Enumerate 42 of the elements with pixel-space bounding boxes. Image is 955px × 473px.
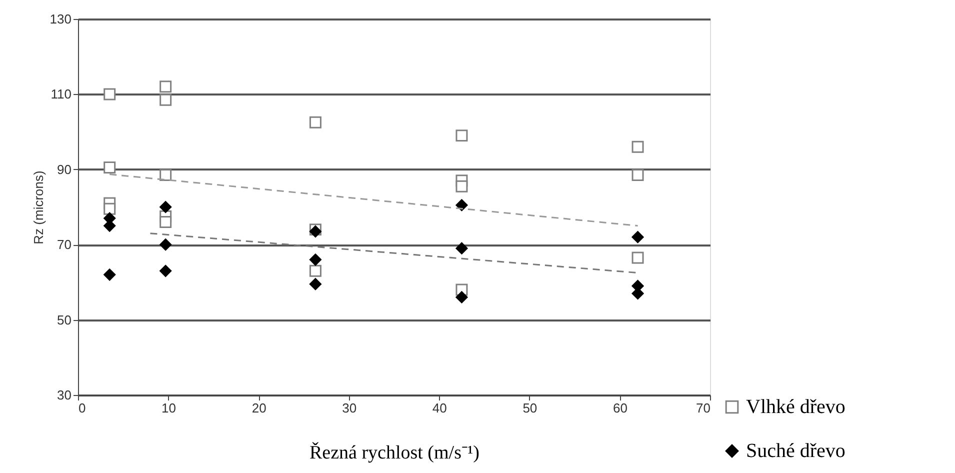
x-tick-label: 10 [162,400,176,416]
point [104,162,116,174]
point [456,199,468,212]
point [104,268,116,281]
point [160,216,172,228]
point [456,242,468,254]
point [632,140,644,153]
point [160,201,172,213]
x-tick-label: 70 [696,400,710,416]
point [309,254,322,266]
y-axis-title: Rz (microns) [30,170,46,244]
y-tick-label: 70 [57,237,72,252]
y-tick-label: 110 [50,86,72,102]
x-axis-title: Řezná rychlost (m/s⁻¹) [310,442,480,464]
point [309,264,322,277]
y-tick-label: 130 [50,12,72,26]
point [160,238,172,251]
x-tick-label: 50 [522,400,538,416]
point [160,169,172,182]
legend-label: Suché dřevo [746,440,846,462]
point [160,264,172,277]
x-tick-label: 60 [612,400,628,416]
point [309,278,322,290]
y-tick-label: 50 [57,312,72,328]
point [632,252,644,264]
legend-label: Vlhké dřevo [746,396,846,418]
point [160,94,172,106]
point [309,116,322,128]
point [456,180,468,192]
x-tick-label: 40 [432,400,447,416]
point [160,80,172,93]
point [104,202,116,215]
x-tick-label: 0 [78,400,86,416]
y-tick-label: 90 [57,162,72,177]
point [456,130,468,142]
x-tick-label: 20 [252,400,266,416]
point [632,231,644,244]
point [104,88,116,100]
y-tick-label: 30 [57,388,72,402]
point [632,169,644,182]
point [456,291,468,304]
x-tick-label: 30 [342,400,357,416]
